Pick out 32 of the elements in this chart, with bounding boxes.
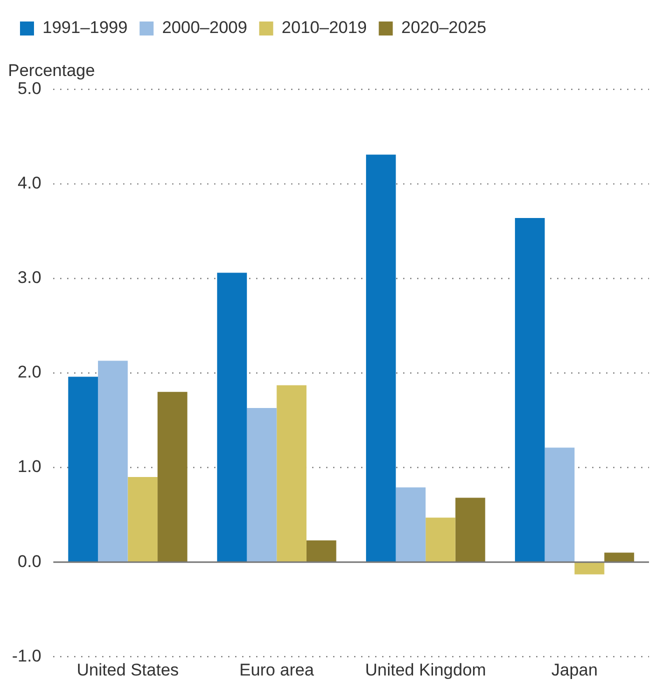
bar <box>128 476 158 562</box>
y-tick-label: 0.0 <box>18 552 42 571</box>
bar <box>68 376 98 562</box>
y-tick-label: 2.0 <box>18 362 42 382</box>
legend-label: 2020–2025 <box>401 18 486 38</box>
y-tick-label: 1.0 <box>18 457 42 476</box>
legend-label: 1991–1999 <box>42 18 128 38</box>
bar <box>98 360 128 562</box>
y-tick-label: -1.0 <box>12 646 42 666</box>
bar <box>455 498 486 562</box>
bar <box>396 487 426 562</box>
y-axis-title: Percentage <box>8 60 95 80</box>
y-tick-label: 3.0 <box>18 268 42 288</box>
bar <box>544 448 575 562</box>
x-tick-label: United Kingdom <box>365 660 486 680</box>
bar <box>217 272 247 562</box>
bar <box>514 218 545 562</box>
bar <box>366 154 396 562</box>
bar <box>574 562 604 574</box>
legend-label: 2000–2009 <box>162 18 248 38</box>
x-tick-label: Euro area <box>239 660 315 680</box>
y-tick-label: 5.0 <box>18 79 42 98</box>
x-tick-label: United States <box>76 660 179 680</box>
bar <box>426 518 456 562</box>
bar <box>306 540 336 562</box>
x-tick-label: Japan <box>551 660 598 680</box>
y-tick-label: 4.0 <box>18 174 42 193</box>
bar <box>604 552 634 562</box>
bar <box>158 392 188 562</box>
bar <box>246 408 277 562</box>
legend-label: 2010–2019 <box>282 18 367 38</box>
bar <box>276 385 306 562</box>
